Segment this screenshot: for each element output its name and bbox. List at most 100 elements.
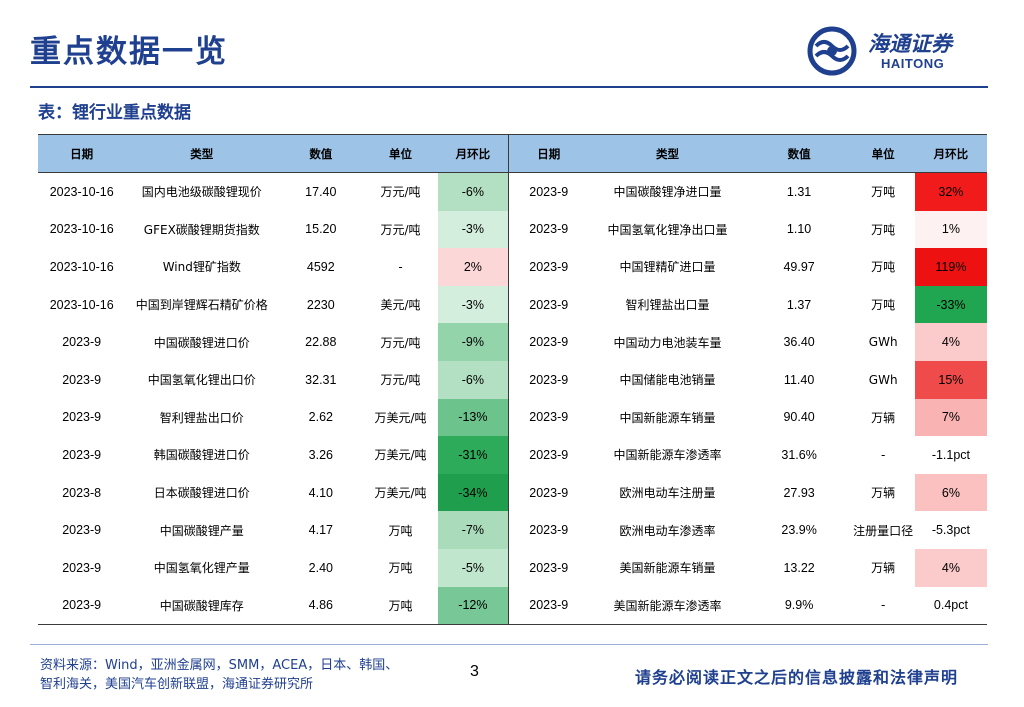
left-type-cell: 中国到岸锂辉石精矿价格 [135,298,268,313]
left-mom-cell: -6% [437,172,510,211]
left-type-cell: 中国氢氧化锂出口价 [147,373,256,388]
right-mom-cell: 1% [914,210,987,249]
left-mom-cell: -3% [437,210,510,249]
left-mom-cell: -6% [437,360,510,399]
right-unit-cell: 万吨 [871,222,896,237]
right-mom-cell: 6% [914,473,987,512]
footer-divider [30,644,988,645]
right-type-cell: 智利锂盐出口量 [625,298,710,313]
right-unit-cell: GWh [868,372,898,387]
left-mom-cell: -12% [437,586,510,626]
left-value-cell: 32.31 [305,372,337,387]
right-type-cell: 中国氢氧化锂净出口量 [607,222,728,237]
left-date-cell: 2023-10-16 [49,297,114,312]
left-type-cell: 智利锂盐出口价 [159,410,244,425]
left-value-cell: 15.20 [305,222,337,237]
left-type-cell: GFEX碳酸锂期货指数 [143,222,260,237]
table-row: 2023-10-16 中国到岸锂辉石精矿价格 2230 美元/吨 -3% 2023-9 智利… [38,285,987,324]
left-value-cell: 3.26 [308,447,333,462]
right-type-cell: 美国新能源车渗透率 [588,586,747,626]
right-mom-cell: 0.4pct [914,586,987,626]
left-date-cell: 2023-9 [38,586,126,626]
left-date-cell: 2023-10-16 [49,184,114,199]
header-value-left: 数值 [278,134,364,173]
left-unit-cell: 万元/吨 [380,335,421,350]
right-date-cell: 2023-9 [529,259,569,274]
left-unit-cell: 万吨 [388,561,413,576]
header-unit-right: 单位 [851,134,915,173]
haitong-logo: 海通证券 HAITONG [806,26,986,76]
right-date-cell: 2023-9 [529,485,569,500]
right-mom-cell: -1.1pct [931,447,971,462]
left-date-cell: 2023-10-16 [49,259,114,274]
left-unit-cell: 万美元/吨 [374,448,427,463]
right-unit-cell: GWh [868,335,898,350]
left-unit-cell: 万美元/吨 [374,410,427,425]
header-date-right: 日期 [508,134,589,173]
right-value-cell: 1.10 [786,222,812,237]
left-unit-cell: 万元/吨 [380,373,421,388]
right-value-cell: 90.40 [783,410,815,425]
left-date-cell: 2023-9 [62,372,102,387]
right-unit-cell: 万吨 [871,298,896,313]
right-type-cell: 中国锂精矿进口量 [619,260,716,275]
right-value-cell: 36.40 [783,335,815,350]
right-date-cell: 2023-9 [529,447,569,462]
table-row: 2023-9 韩国碳酸锂进口价 3.26 万美元/吨 -31% 2023-9 中国新能源车渗… [38,436,987,474]
right-value-cell: 1.31 [786,184,812,199]
right-value-cell: 49.97 [783,259,815,274]
left-date-cell: 2023-10-16 [49,222,114,237]
header-type-right: 类型 [588,134,747,173]
right-type-cell: 美国新能源车销量 [619,561,716,576]
left-type-cell: 日本碳酸锂进口价 [153,486,250,501]
right-type-cell: 中国新能源车销量 [619,410,716,425]
table-row: 2023-9 中国碳酸锂库存 4.86 万吨 -12% 2023-9 美国新能源车渗透率 9.… [38,586,987,626]
source-line-2: 智利海关，美国汽车创新联盟，海通证券研究所 [40,677,314,692]
left-unit-cell: 万元/吨 [380,185,421,200]
left-mom-cell: 2% [437,248,510,286]
left-date-cell: 2023-9 [62,335,102,350]
right-value-cell: 11.40 [783,372,815,387]
logo-chinese-name: 海通证券 [868,32,952,56]
right-type-cell: 中国碳酸锂净进口量 [613,185,722,200]
right-date-cell: 2023-9 [529,372,569,387]
left-unit-cell: 万吨 [388,523,413,538]
left-type-cell: 国内电池级碳酸锂现价 [141,185,262,200]
left-mom-cell: -7% [437,511,510,549]
left-date-cell: 2023-9 [62,560,102,575]
header-value-right: 数值 [746,134,852,173]
right-unit-cell: - [881,447,886,462]
right-unit-cell: 万辆 [871,561,896,576]
left-unit-cell: 万美元/吨 [374,486,427,501]
header-type-left: 类型 [125,134,279,173]
right-unit-cell: 万吨 [871,260,896,275]
right-value-cell: 13.22 [783,560,815,575]
table-row: 2023-9 中国碳酸锂产量 4.17 万吨 -7% 2023-9 欧洲电动车渗透率 23.9… [38,511,987,549]
left-value-cell: 2.62 [308,410,333,425]
left-value-cell: 4.17 [308,523,333,538]
page-number: 3 [470,663,479,680]
left-value-cell: 4592 [306,259,335,274]
right-mom-cell: 4% [914,323,987,361]
right-date-cell: 2023-9 [529,410,569,425]
right-value-cell: 1.37 [786,297,812,312]
left-mom-cell: -3% [437,285,510,324]
left-value-cell: 2.40 [308,560,333,575]
right-mom-cell: -5.3pct [931,523,971,538]
right-mom-cell: 119% [914,248,987,286]
left-date-cell: 2023-9 [62,410,102,425]
header-divider [30,86,988,88]
table-row: 2023-8 日本碳酸锂进口价 4.10 万美元/吨 -34% 2023-9 欧洲电动车注册… [38,473,987,512]
left-date-cell: 2023-9 [62,523,102,538]
table-row: 2023-9 智利锂盐出口价 2.62 万美元/吨 -13% 2023-9 中国新能源车销量… [38,398,987,437]
source-line-1: 资料来源：Wind，亚洲金属网，SMM，ACEA，日本、韩国、 [40,658,399,673]
left-mom-cell: -9% [437,323,510,361]
left-unit-cell: 万吨 [363,586,438,626]
table-row: 2023-10-16 国内电池级碳酸锂现价 17.40 万元/吨 -6% 2023-9 中国… [38,172,987,211]
right-type-cell: 欧洲电动车注册量 [619,486,716,501]
left-type-cell: 中国氢氧化锂产量 [153,561,250,576]
left-unit-cell: - [398,259,403,274]
right-type-cell: 中国储能电池销量 [619,373,716,388]
right-mom-cell: 7% [914,398,987,437]
right-mom-cell: 4% [914,548,987,587]
